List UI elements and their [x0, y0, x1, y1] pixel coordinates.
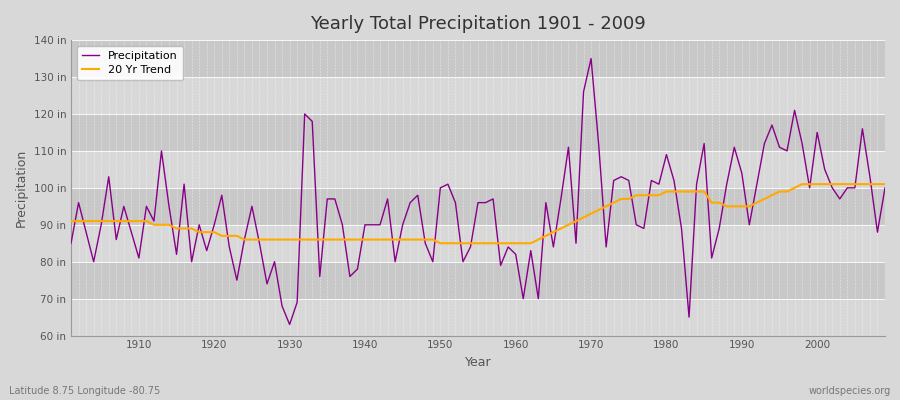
- Text: Latitude 8.75 Longitude -80.75: Latitude 8.75 Longitude -80.75: [9, 386, 160, 396]
- Legend: Precipitation, 20 Yr Trend: Precipitation, 20 Yr Trend: [76, 46, 183, 80]
- 20 Yr Trend: [879, 182, 890, 186]
- Text: worldspecies.org: worldspecies.org: [809, 386, 891, 396]
- Precipitation: [345, 274, 356, 279]
- 20 Yr Trend: [66, 219, 77, 224]
- Line: Precipitation: Precipitation: [71, 58, 885, 324]
- Bar: [71, 77, 885, 114]
- Bar: [71, 114, 885, 151]
- Precipitation: [879, 186, 890, 190]
- Precipitation: [66, 241, 77, 246]
- 20 Yr Trend: [126, 219, 137, 224]
- 20 Yr Trend: [292, 237, 302, 242]
- Precipitation: [284, 322, 295, 327]
- X-axis label: Year: Year: [464, 356, 491, 369]
- Precipitation: [616, 174, 626, 179]
- Title: Yearly Total Precipitation 1901 - 2009: Yearly Total Precipitation 1901 - 2009: [310, 15, 646, 33]
- Bar: [71, 40, 885, 77]
- Bar: [71, 299, 885, 336]
- 20 Yr Trend: [337, 237, 347, 242]
- Bar: [71, 262, 885, 299]
- Bar: [71, 188, 885, 225]
- 20 Yr Trend: [510, 241, 521, 246]
- Precipitation: [300, 112, 310, 116]
- Precipitation: [510, 252, 521, 257]
- 20 Yr Trend: [796, 182, 807, 186]
- Line: 20 Yr Trend: 20 Yr Trend: [71, 184, 885, 243]
- Bar: [71, 225, 885, 262]
- Bar: [71, 151, 885, 188]
- 20 Yr Trend: [608, 200, 619, 205]
- Y-axis label: Precipitation: Precipitation: [15, 149, 28, 227]
- 20 Yr Trend: [518, 241, 528, 246]
- Precipitation: [126, 230, 137, 234]
- Precipitation: [518, 296, 528, 301]
- 20 Yr Trend: [435, 241, 446, 246]
- Precipitation: [586, 56, 597, 61]
